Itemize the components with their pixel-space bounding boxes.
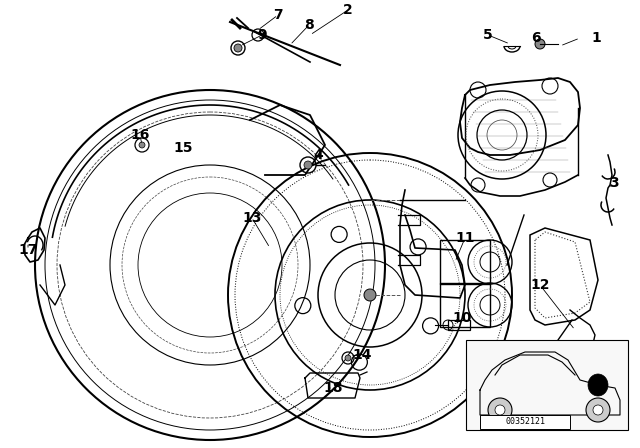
Text: 3: 3 bbox=[609, 176, 619, 190]
Text: 14: 14 bbox=[352, 348, 372, 362]
Text: 9: 9 bbox=[257, 28, 267, 42]
Bar bbox=[448, 320, 470, 330]
Circle shape bbox=[364, 289, 376, 301]
Text: 1: 1 bbox=[591, 31, 601, 45]
Bar bbox=[466, 340, 628, 430]
Circle shape bbox=[304, 161, 312, 169]
Text: 10: 10 bbox=[452, 311, 472, 325]
Text: 12: 12 bbox=[531, 278, 550, 292]
Circle shape bbox=[234, 44, 242, 52]
Circle shape bbox=[495, 405, 505, 415]
Text: 8: 8 bbox=[304, 18, 314, 32]
Text: 5: 5 bbox=[483, 28, 493, 42]
Bar bbox=[440, 283, 490, 327]
Text: 18: 18 bbox=[323, 381, 343, 395]
Text: 16: 16 bbox=[131, 128, 150, 142]
Circle shape bbox=[535, 39, 545, 49]
Circle shape bbox=[345, 355, 351, 361]
Circle shape bbox=[586, 398, 610, 422]
Text: 13: 13 bbox=[243, 211, 262, 225]
Text: 2: 2 bbox=[343, 3, 353, 17]
Text: 15: 15 bbox=[173, 141, 193, 155]
Text: 4: 4 bbox=[313, 148, 323, 162]
Circle shape bbox=[593, 405, 603, 415]
Text: 7: 7 bbox=[273, 8, 283, 22]
Ellipse shape bbox=[588, 374, 608, 396]
Text: 11: 11 bbox=[455, 231, 475, 245]
Bar bbox=[440, 240, 490, 284]
Text: 00352121: 00352121 bbox=[505, 418, 545, 426]
Circle shape bbox=[139, 142, 145, 148]
Bar bbox=[480, 415, 570, 429]
Circle shape bbox=[488, 398, 512, 422]
Text: 6: 6 bbox=[531, 31, 541, 45]
Text: 17: 17 bbox=[19, 243, 38, 257]
